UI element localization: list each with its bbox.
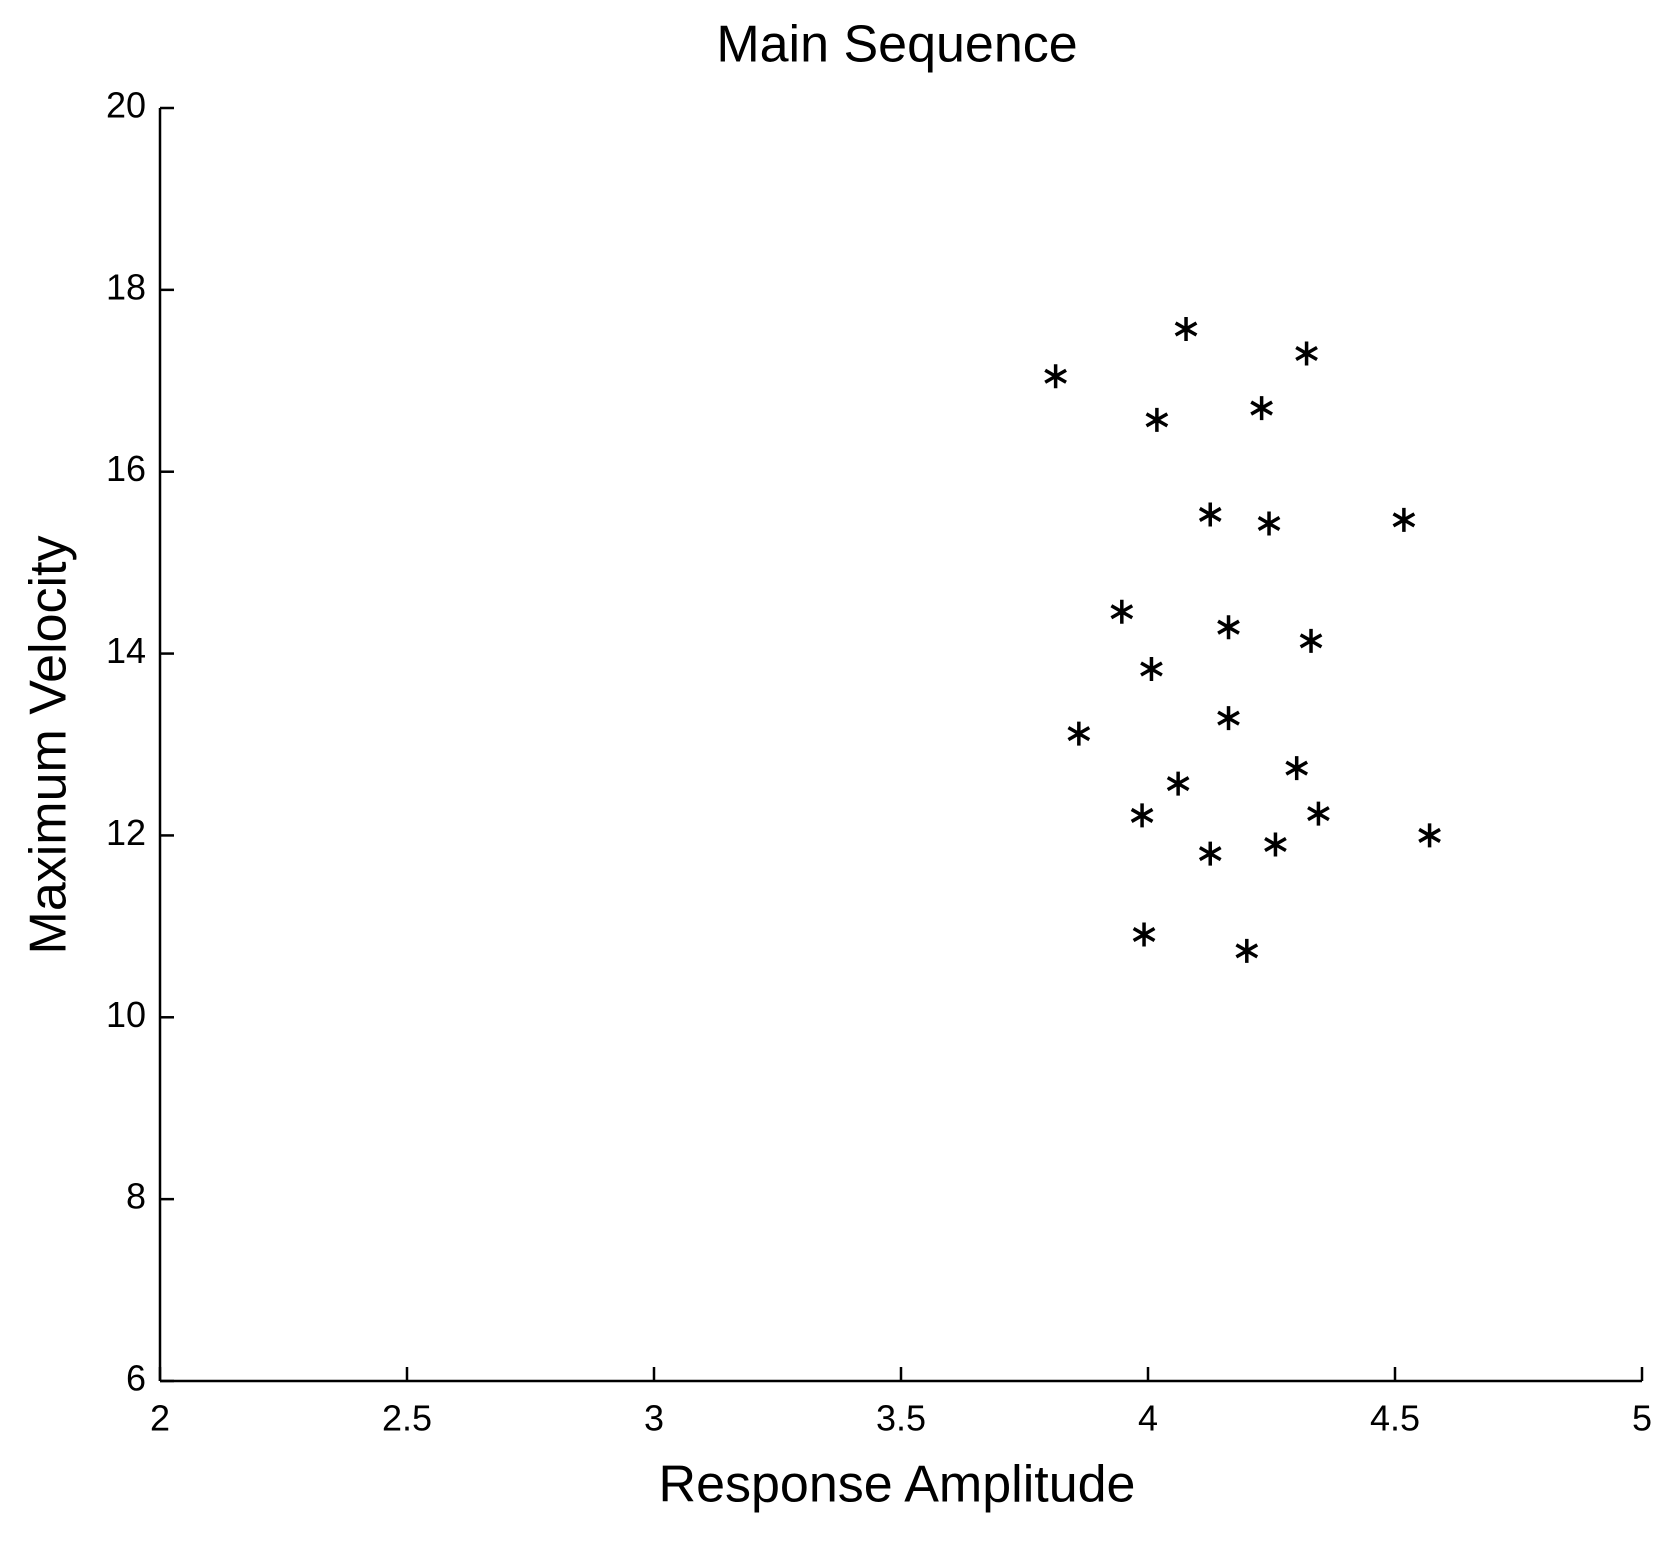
point — [1299, 628, 1323, 653]
x-tick-label: 2.5 — [382, 1398, 432, 1439]
x-tick-label: 2 — [150, 1398, 170, 1439]
point — [1132, 922, 1156, 947]
point — [1307, 801, 1330, 826]
point — [1166, 771, 1190, 796]
point — [1285, 756, 1309, 781]
point — [1140, 657, 1163, 682]
x-tick-label: 3.5 — [876, 1398, 926, 1439]
y-tick-label: 12 — [106, 812, 146, 853]
point — [1392, 507, 1416, 532]
y-tick-label: 8 — [126, 1176, 146, 1217]
point — [1067, 721, 1091, 746]
point — [1295, 341, 1318, 366]
point — [1110, 599, 1134, 624]
point — [1044, 364, 1067, 389]
x-tick-label: 4.5 — [1370, 1398, 1420, 1439]
point — [1217, 615, 1240, 640]
point — [1217, 706, 1240, 731]
y-tick-label: 20 — [106, 85, 146, 126]
y-tick-label: 14 — [106, 630, 146, 671]
y-tick-label: 16 — [106, 448, 146, 489]
y-tick-label: 18 — [106, 266, 146, 307]
x-axis-label: Response Amplitude — [659, 1456, 1136, 1514]
point — [1257, 511, 1281, 536]
y-tick-label: 6 — [126, 1358, 146, 1399]
point — [1235, 938, 1259, 963]
point — [1145, 407, 1169, 432]
point — [1130, 803, 1154, 828]
x-tick-label: 3 — [644, 1398, 664, 1439]
x-tick-label: 4 — [1138, 1398, 1158, 1439]
y-axis-label: Maximum Velocity — [20, 536, 78, 955]
chart-title: Main Sequence — [716, 16, 1077, 74]
point — [1198, 502, 1222, 527]
x-tick-label: 5 — [1632, 1398, 1652, 1439]
point — [1250, 396, 1273, 421]
point — [1418, 823, 1441, 848]
point — [1198, 841, 1222, 866]
point — [1174, 316, 1198, 341]
point — [1264, 832, 1287, 857]
y-tick-label: 10 — [106, 994, 146, 1035]
